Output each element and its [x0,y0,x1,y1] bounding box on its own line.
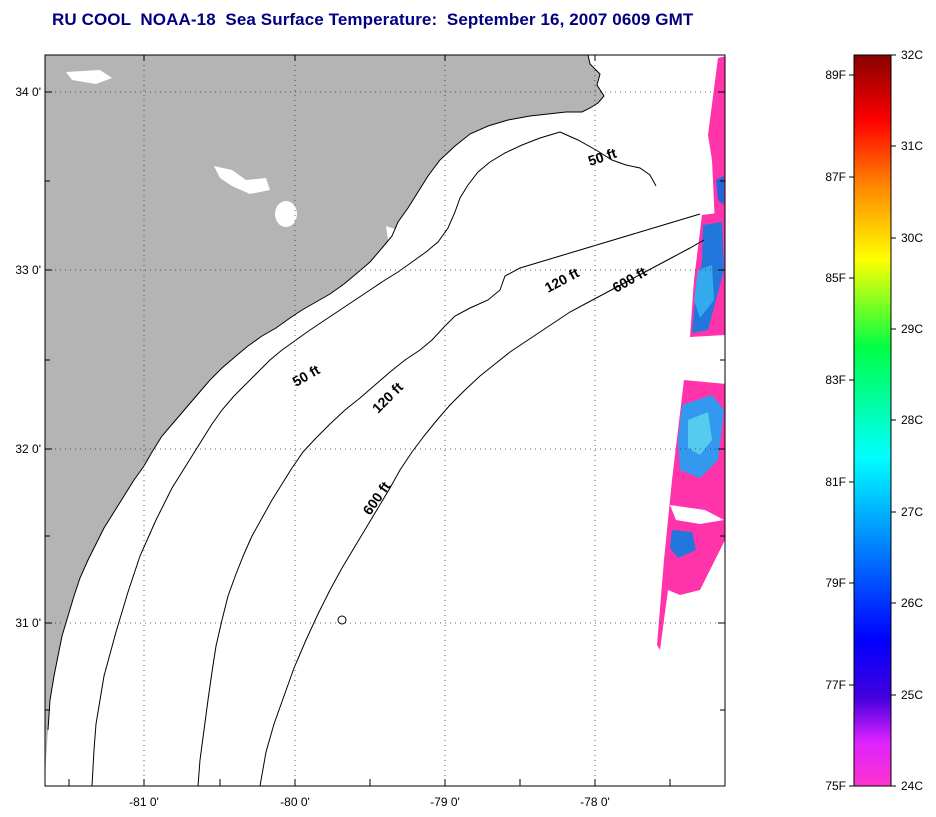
colorbar-fahrenheit-label: 79F [825,576,846,590]
lon-label: -78 0' [580,795,610,809]
contour-50ft [91,131,657,786]
lon-label: -80 0' [280,795,310,809]
axis-ticks [45,55,725,786]
lat-label: 34 0' [15,85,41,99]
longitude-labels: -81 0' -80 0' -79 0' -78 0' [129,795,610,809]
lat-label: 32 0' [15,442,41,456]
colorbar-fahrenheit-label: 75F [825,779,846,793]
lat-label: 31 0' [15,616,41,630]
colorbar-celsius-label: 28C [901,413,923,427]
temperature-colorbar: 32C 31C 30C 29C 28C 27C 26C 25C 24C 89F … [825,48,923,793]
lat-label: 33 0' [15,263,41,277]
graticule [45,55,725,786]
latitude-labels: 34 0' 33 0' 32 0' 31 0' [15,85,41,630]
land-area [45,55,604,786]
colorbar-fahrenheit-label: 77F [825,678,846,692]
lon-label: -81 0' [129,795,159,809]
contour-600ft [259,239,705,786]
colorbar-fahrenheit-label: 81F [825,475,846,489]
map-frame [44,54,726,787]
colorbar-gradient [853,54,892,787]
colorbar-celsius-label: 30C [901,231,923,245]
lake [386,226,404,246]
lake [214,166,270,194]
lon-label: -79 0' [430,795,460,809]
colorbar-celsius-label: 25C [901,688,923,702]
colorbar-fahrenheit-label: 89F [825,68,846,82]
colorbar-celsius-label: 29C [901,322,923,336]
colorbar-celsius-label: 27C [901,505,923,519]
map-panel[interactable]: 50 ft 120 ft 600 ft 50 ft 120 ft 600 ft [45,55,726,786]
colorbar-celsius-label: 32C [901,48,923,62]
colorbar-celsius-label: 26C [901,596,923,610]
lake [66,70,112,84]
depth-contours [91,131,705,786]
colorbar-fahrenheit-label: 85F [825,271,846,285]
sst-swath [657,56,725,650]
colorbar-fahrenheit-label: 87F [825,170,846,184]
lake [275,201,297,227]
colorbar-celsius-label: 24C [901,779,923,793]
contour-120ft [197,213,701,786]
colorbar-celsius-label: 31C [901,139,923,153]
colorbar-fahrenheit-label: 83F [825,373,846,387]
map-title: RU COOL NOAA-18 Sea Surface Temperature:… [52,10,694,29]
